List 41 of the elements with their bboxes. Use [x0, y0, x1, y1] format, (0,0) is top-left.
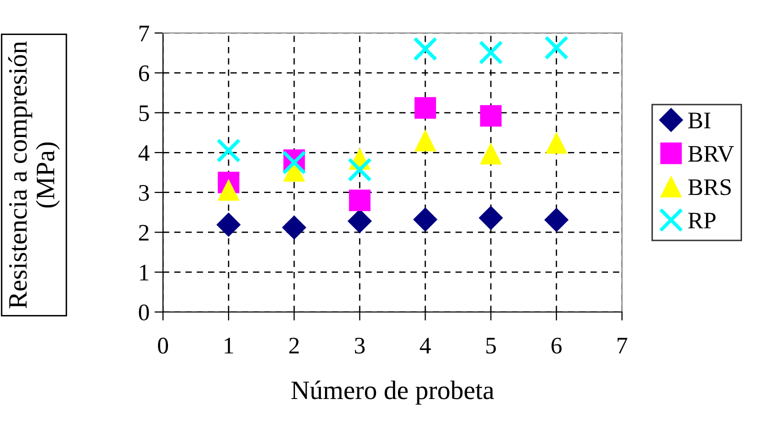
x-tick-label: 4 [420, 338, 431, 354]
point [282, 150, 306, 175]
y-tick-label: 5 [139, 105, 149, 122]
y-tick-label: 3 [139, 184, 149, 201]
x-tick-label: 0 [158, 338, 168, 354]
point [216, 212, 241, 237]
point [348, 158, 372, 182]
point [414, 97, 436, 119]
y-tick-label: 6 [139, 65, 150, 82]
y-tick-label: 7 [140, 26, 150, 42]
point [216, 138, 241, 163]
y-tick-label: 0 [138, 304, 149, 320]
x-axis-title: Número de probeta [291, 380, 494, 405]
y-axis-title: Resistencia a compresión (MPa) [8, 41, 60, 308]
point [413, 207, 438, 232]
point [218, 179, 240, 201]
point [413, 36, 438, 62]
legend-label: BRS [688, 179, 731, 196]
point [480, 105, 502, 127]
point [282, 215, 306, 240]
x-tick-label: 5 [486, 338, 496, 354]
point [546, 132, 568, 154]
legend-label: BRV [688, 146, 734, 162]
point [544, 36, 569, 60]
legend-label: RP [688, 212, 716, 228]
point [414, 130, 436, 152]
x-tick-label: 1 [224, 338, 234, 354]
point [348, 209, 372, 234]
y-tick-label: 4 [138, 145, 150, 161]
y-tick-label: 1 [140, 264, 148, 280]
point [480, 143, 502, 165]
legend-label: BI [688, 112, 710, 128]
y-tick-label: 2 [139, 224, 149, 240]
point [478, 206, 503, 230]
x-tick-label: 6 [552, 338, 562, 354]
x-tick-label: 3 [354, 338, 365, 354]
point [544, 208, 568, 232]
x-tick-label: 2 [289, 338, 299, 354]
point [478, 40, 504, 65]
point [348, 190, 370, 212]
x-tick-label: 7 [618, 338, 628, 354]
